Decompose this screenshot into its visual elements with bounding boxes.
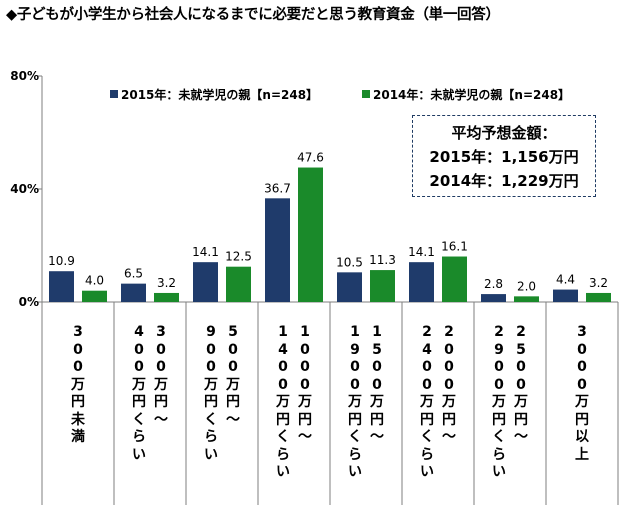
data-label: 14.1 (192, 245, 219, 259)
x-tick-label: 3 0 0 万円～ (154, 324, 168, 428)
x-tick-label: 5 0 0 万円～ (226, 324, 240, 428)
bar-2014-3 (298, 167, 323, 302)
bar-2014-2 (226, 266, 251, 302)
callout-line-2014: 2014年：1,229万円 (429, 172, 579, 190)
average-callout: 平均予想金額： 2015年：1,156万円 2014年：1,229万円 (412, 115, 596, 197)
chart-title: ◆子どもが小学生から社会人になるまでに必要だと思う教育資金（単一回答） (6, 7, 500, 23)
bar-2015-5 (409, 262, 434, 302)
data-label: 16.1 (441, 240, 468, 254)
callout-line-2015: 2015年：1,156万円 (429, 148, 579, 166)
y-tick-label: 40% (10, 182, 39, 196)
bar-2014-7 (586, 292, 611, 302)
legend-item-2014: 2014年：未就学児の親【n=248】 (362, 86, 570, 103)
data-label: 6.5 (124, 267, 143, 281)
bar-2014-4 (370, 270, 395, 302)
data-label: 3.2 (589, 276, 608, 290)
y-tick-label: 0% (19, 295, 39, 309)
bar-2015-2 (193, 262, 218, 302)
legend-label-2015: 2015年：未就学児の親【n=248】 (121, 88, 319, 102)
data-label: 4.0 (85, 274, 104, 288)
bar-2015-4 (337, 272, 362, 302)
bar-2014-0 (82, 290, 107, 302)
data-label: 12.5 (225, 250, 252, 264)
bar-2014-6 (514, 296, 539, 302)
callout-heading: 平均予想金額： (451, 124, 557, 142)
data-label: 3.2 (157, 276, 176, 290)
bar-2015-6 (481, 294, 506, 302)
x-tick-label: 1 0 0 0 万円～ (298, 324, 312, 445)
bar-2014-5 (442, 256, 467, 302)
bar-2015-3 (265, 198, 290, 302)
legend-item-2015: 2015年：未就学児の親【n=248】 (110, 86, 318, 103)
data-label: 10.5 (336, 255, 363, 269)
bar-2015-1 (121, 283, 146, 302)
bar-2015-0 (49, 271, 74, 302)
legend-swatch-2015 (110, 90, 118, 98)
data-label: 2.8 (484, 277, 503, 291)
legend-swatch-2014 (362, 90, 370, 98)
data-label: 14.1 (408, 245, 435, 259)
bar-2014-1 (154, 292, 179, 302)
data-label: 10.9 (48, 254, 75, 268)
data-label: 4.4 (556, 273, 575, 287)
x-tick-label: 2 5 0 0 万円～ (514, 324, 528, 445)
data-label: 36.7 (264, 181, 291, 195)
x-tick-label: 1 5 0 0 万円～ (370, 324, 384, 445)
legend-label-2014: 2014年：未就学児の親【n=248】 (373, 88, 571, 102)
bar-2015-7 (553, 289, 578, 302)
data-label: 2.0 (517, 279, 536, 293)
data-label: 11.3 (369, 253, 396, 267)
x-tick-label: 2 0 0 0 万円～ (442, 324, 456, 445)
data-label: 47.6 (297, 151, 324, 165)
y-tick-label: 80% (10, 69, 39, 83)
